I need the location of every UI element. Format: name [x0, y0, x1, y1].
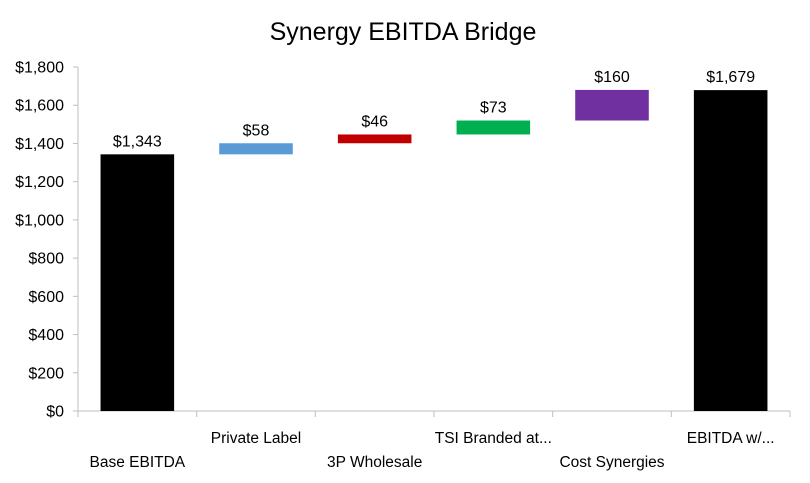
category-label: Cost Synergies	[559, 454, 664, 471]
delta-bar	[456, 120, 531, 135]
bar-data-label: $73	[480, 100, 507, 117]
delta-bar	[575, 89, 649, 121]
y-tick-label: $1,400	[15, 136, 64, 153]
data-labels-group: $1,343 $58 $46 $73 $160 $1,679	[113, 69, 755, 150]
category-label: Private Label	[211, 430, 301, 447]
y-tick-label: $400	[28, 327, 64, 344]
bar-data-label: $58	[243, 122, 270, 139]
y-tick-label: $200	[28, 365, 64, 382]
y-tick-label: $800	[28, 251, 64, 268]
bars-group	[100, 89, 768, 412]
total-bar	[100, 154, 175, 412]
total-bar	[693, 90, 768, 411]
x-axis-ticks	[77, 411, 791, 417]
y-tick-label: $600	[28, 289, 64, 306]
bar-data-label: $160	[594, 69, 630, 86]
category-label: Base EBITDA	[90, 454, 186, 471]
y-tick-label: $1,800	[15, 60, 64, 77]
bar-data-label: $46	[361, 113, 388, 130]
y-tick-label: $0	[46, 404, 64, 421]
y-tick-label: $1,000	[15, 212, 64, 229]
delta-bar	[219, 143, 293, 155]
y-axis-ticks: $0 $200 $400 $600 $800 $1,000 $1,200 $1,400 $1,6…	[15, 60, 78, 421]
y-tick-label: $1,200	[15, 174, 64, 191]
category-labels-group: Base EBITDA Private Label 3P Wholesale TSI …	[90, 430, 775, 471]
bar-data-label: $1,679	[706, 69, 755, 86]
y-tick-label: $1,600	[15, 98, 64, 115]
category-label: TSI Branded at...	[435, 430, 552, 447]
delta-bar	[337, 134, 412, 144]
category-label: 3P Wholesale	[327, 454, 422, 471]
chart-title: Synergy EBITDA Bridge	[270, 18, 537, 46]
category-label: EBITDA w/...	[687, 430, 775, 447]
bar-data-label: $1,343	[113, 133, 162, 150]
